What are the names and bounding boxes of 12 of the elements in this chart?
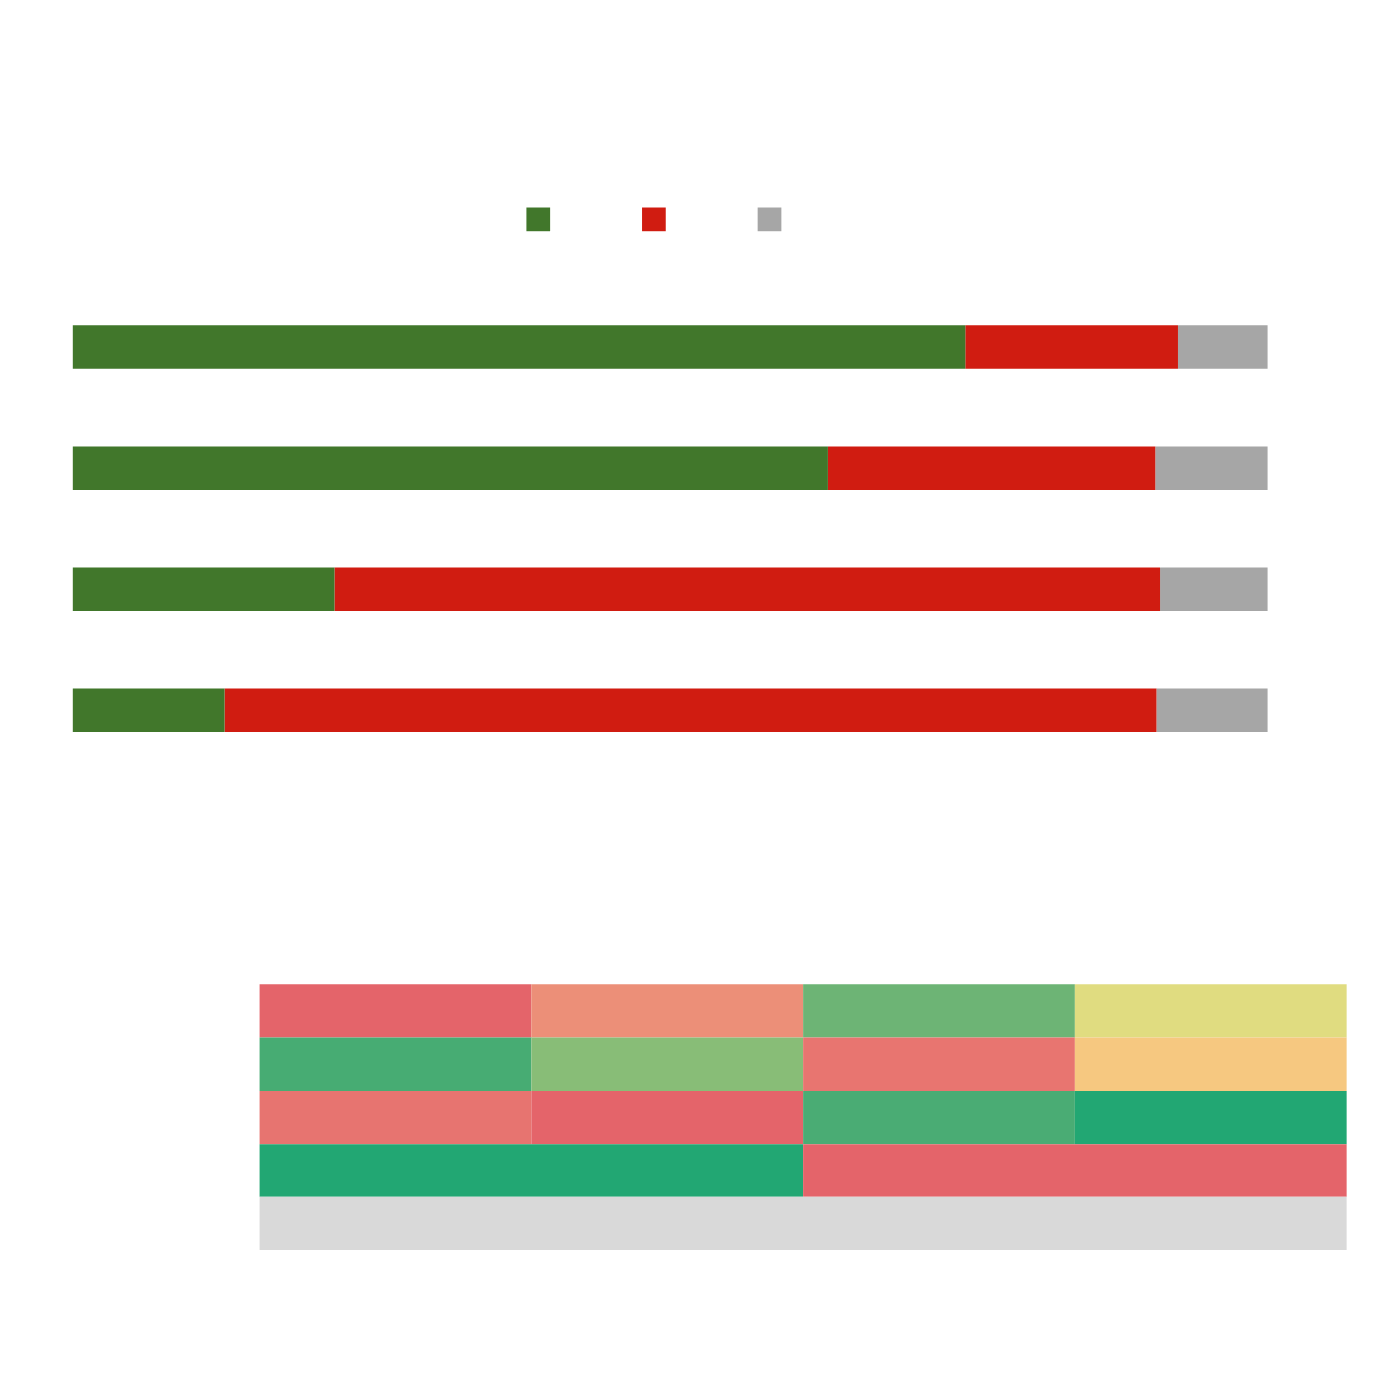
bar (965, 325, 1178, 370)
bar (72, 688, 225, 733)
bar (1160, 567, 1268, 612)
bar (224, 688, 1157, 733)
bar (72, 325, 966, 370)
bar (334, 567, 1161, 612)
bar (1155, 446, 1268, 491)
bar (1177, 325, 1268, 370)
bar (1156, 688, 1268, 733)
bar (827, 446, 1156, 491)
bar (72, 567, 335, 612)
bar (72, 446, 828, 491)
